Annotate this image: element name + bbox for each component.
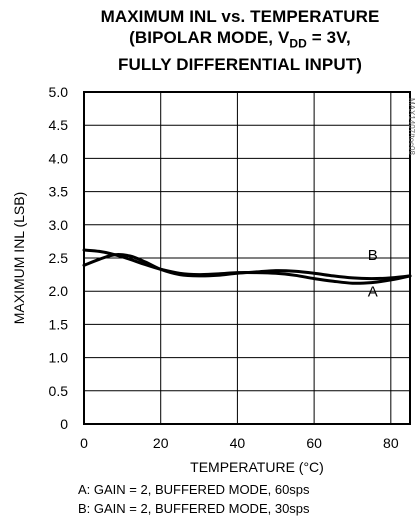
chart-title: MAXIMUM INL vs. TEMPERATURE (BIPOLAR MOD… (55, 6, 419, 75)
x-tick-label-1: 20 (153, 435, 169, 451)
chart-title-line-2: (BIPOLAR MODE, VDD = 3V, (55, 27, 419, 54)
y-tick-label-5: 2.5 (49, 250, 69, 266)
chart-title-part-b: = 3V, (311, 28, 351, 47)
chart-title-subscript: DD (289, 36, 307, 51)
x-axis-label: TEMPERATURE (°C) (190, 459, 324, 475)
x-tick-label-3: 60 (306, 435, 322, 451)
chart-title-line-1: MAXIMUM INL vs. TEMPERATURE (100, 7, 380, 26)
chart-title-line-3: FULLY DIFFERENTIAL INPUT) (118, 55, 362, 75)
y-tick-label-9: 4.5 (49, 117, 69, 133)
y-tick-label-0: 0 (60, 416, 68, 432)
y-tick-label-10: 5.0 (49, 84, 69, 100)
y-tick-label-2: 1.0 (49, 350, 69, 366)
x-tick-label-4: 80 (383, 435, 399, 451)
y-tick-label-8: 4.0 (49, 150, 69, 166)
plot-frame (83, 91, 411, 425)
y-tick-label-1: 0.5 (49, 383, 69, 399)
y-tick-label-7: 3.5 (49, 184, 69, 200)
x-tick-labels: 0 20 40 60 80 (80, 435, 399, 451)
legend-entry-b: B: GAIN = 2, BUFFERED MODE, 30sps (78, 501, 310, 516)
series-line-b (82, 252, 412, 281)
y-tick-labels: 0 0.5 1.0 1.5 2.0 2.5 3.0 3.5 4.0 4.5 5.0 (49, 84, 69, 432)
x-tick-label-0: 0 (80, 435, 88, 451)
series-b-label: B (368, 247, 378, 264)
x-tick-label-2: 40 (230, 435, 246, 451)
series-layer (82, 248, 412, 285)
y-tick-label-3: 1.5 (49, 316, 69, 332)
series-a-label: A (368, 284, 378, 301)
y-tick-label-6: 3.0 (49, 217, 69, 233)
legend-entry-a: A: GAIN = 2, BUFFERED MODE, 60sps (78, 482, 310, 497)
y-tick-label-4: 2.0 (49, 283, 69, 299)
legend: A: GAIN = 2, BUFFERED MODE, 60sps B: GAI… (78, 480, 310, 518)
figure-code: MAX1407/toc08 (407, 98, 416, 155)
y-axis-label: MAXIMUM INL (LSB) (11, 192, 27, 325)
chart-title-part-a: (BIPOLAR MODE, V (129, 28, 290, 47)
